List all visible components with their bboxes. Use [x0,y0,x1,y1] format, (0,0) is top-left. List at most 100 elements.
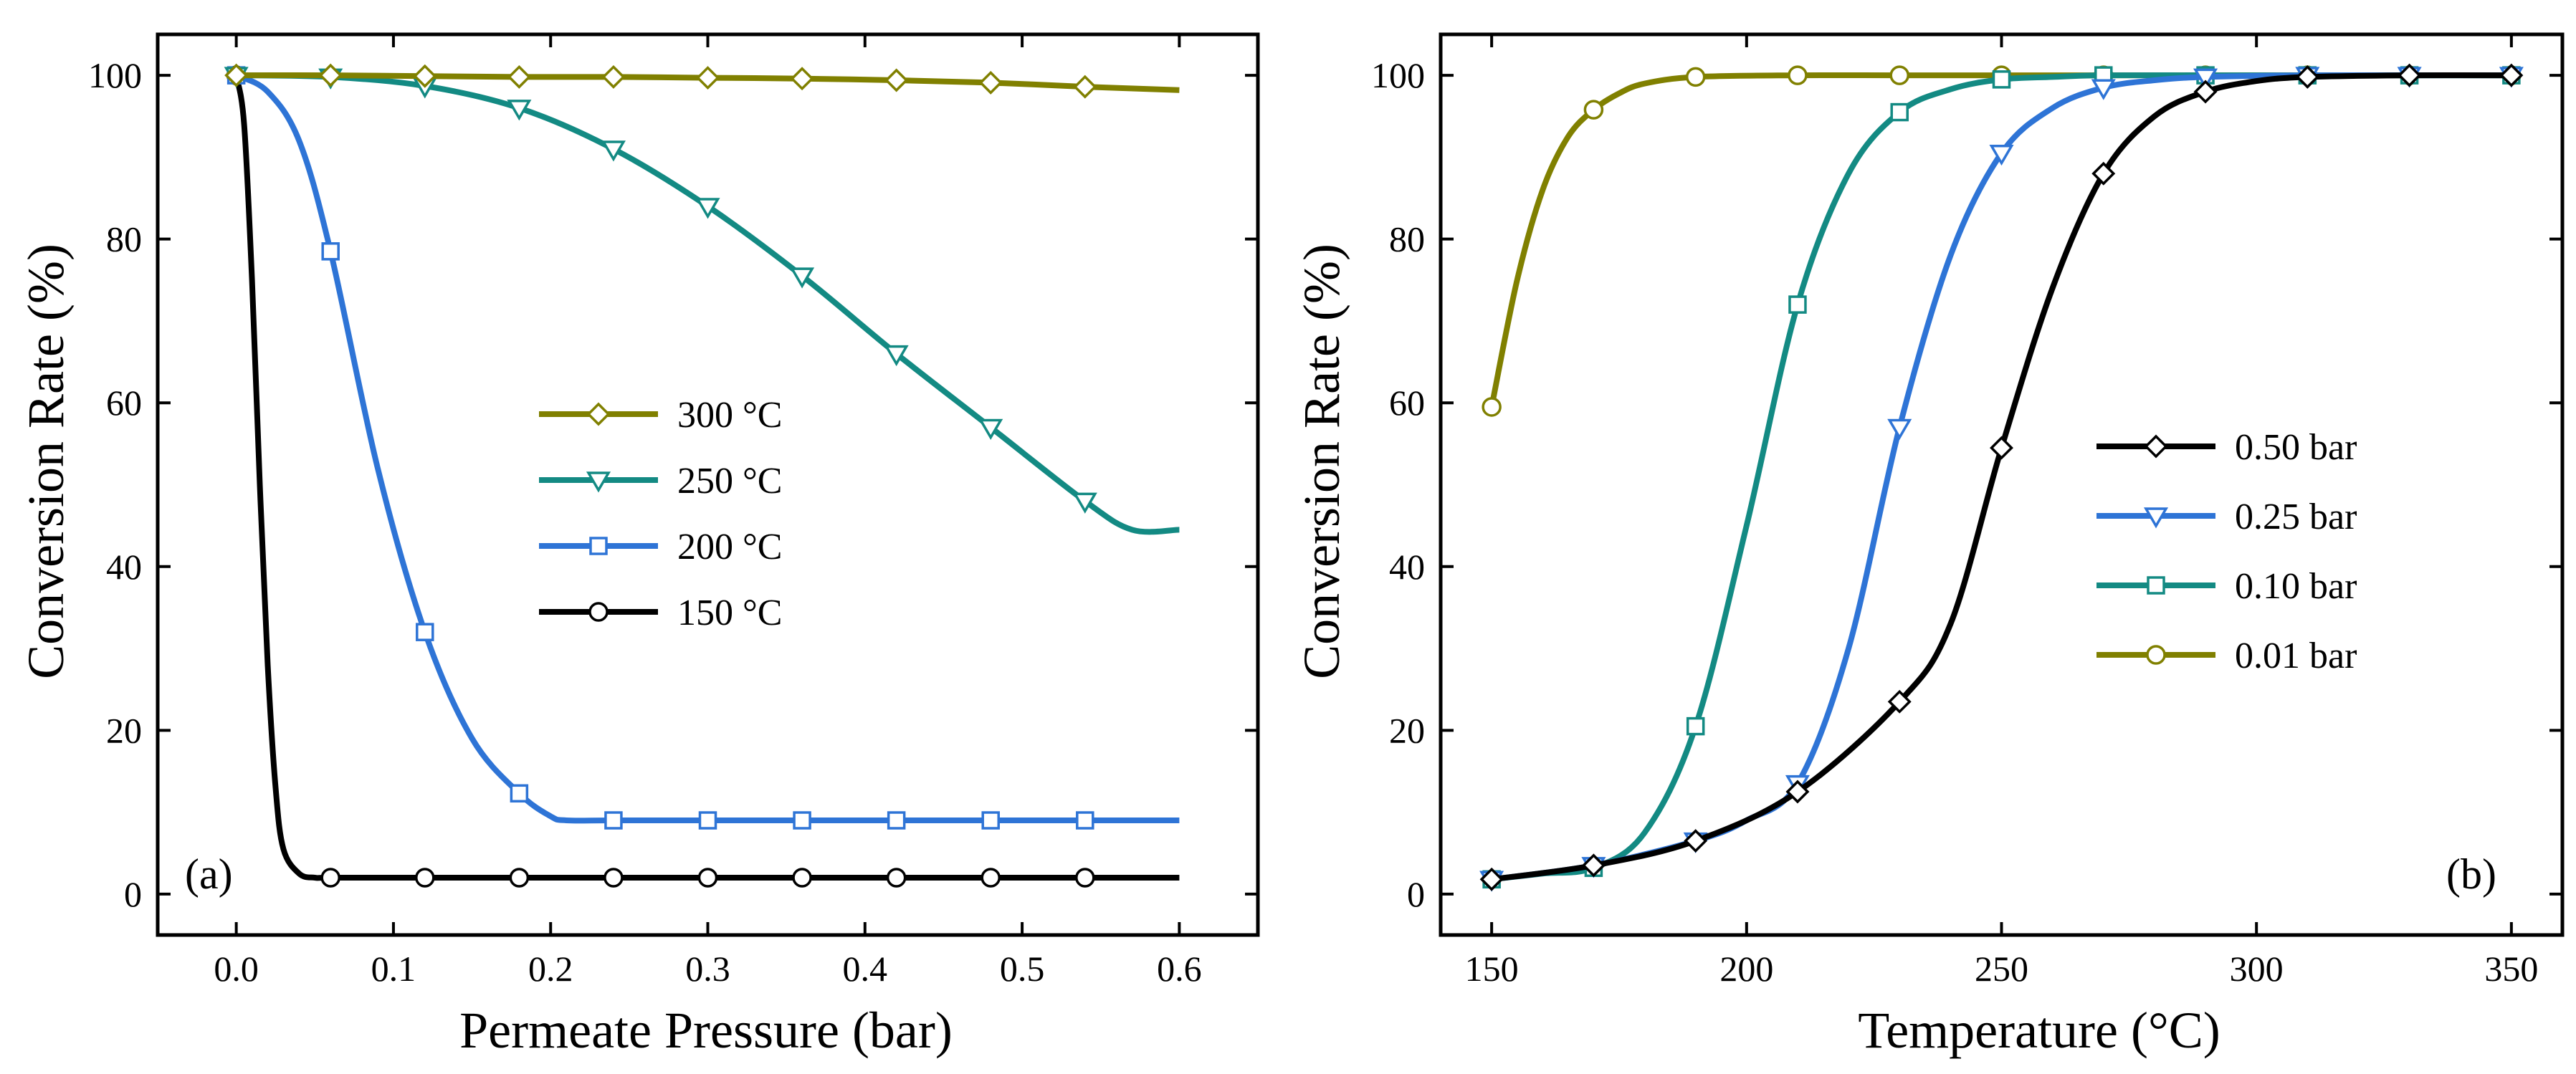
plot-area [1479,63,2524,892]
series-2-point [981,811,1000,830]
legend-marker [586,471,611,493]
y-tick-label: 100 [1371,55,1425,95]
series-0-point [318,63,343,87]
series-2-point [1890,102,1909,122]
panel-a: (a) Permeate Pressure (bar) Conversion R… [17,32,1260,1059]
y-tick-label: 60 [1389,383,1425,423]
y-tick-label: 80 [1389,219,1425,259]
series-line-1 [236,72,1180,535]
series-3-point [509,868,530,888]
panel-a-xlabel: Permeate Pressure (bar) [459,1002,953,1059]
legend-marker [589,537,608,555]
legend-label: 0.50 bar [2235,427,2357,468]
legend: 0.50 bar 0.25 bar 0.10 bar 0.01 bar [2096,427,2357,676]
series-0-point [978,70,1003,95]
series-3-point [1583,100,1604,120]
legend-marker [2143,507,2169,529]
series-2-point [1788,295,1807,314]
y-tick-label: 0 [1407,874,1425,914]
series-0-point [2193,80,2218,104]
y-tick-label: 20 [1389,710,1425,750]
legend-label: 250 °C [677,461,782,502]
legend-label: 0.01 bar [2235,636,2357,676]
x-tick-label: 0.6 [1157,949,1202,989]
series-0-point [1581,853,1606,878]
series-3-point [1685,67,1706,87]
series-2-point [510,784,529,803]
series-1-point [884,345,909,367]
series-3-point [1788,65,1808,85]
plot-frame [1439,32,2565,937]
series-3-point [886,868,907,888]
series-0-point [2295,64,2319,89]
series-line-2 [234,72,1180,824]
series-0-point [884,68,909,92]
series-0-point [2091,161,2116,186]
series-2-point [698,811,717,830]
x-tick-label: 300 [2230,949,2284,989]
legend-marker [2147,576,2165,595]
legend-label: 200 °C [677,527,782,567]
series-0-point [1990,436,2013,460]
series-0-point [224,63,249,87]
panel-b-xlabel: Temperature (°C) [1858,1002,2220,1059]
series-2-point [1992,70,2011,89]
series-3-point [415,868,435,888]
series-2-point [1076,811,1094,830]
series-1-point [601,140,626,162]
series-0-point [790,67,814,91]
x-tick-label: 0.3 [685,949,730,989]
y-tick-label: 60 [106,383,142,423]
x-tick-label: 0.2 [528,949,573,989]
series-1-point [507,100,532,121]
series-0-point [413,64,437,88]
series-1-point [1887,418,1912,440]
legend-label: 300 °C [677,395,782,436]
y-tick-label: 0 [124,874,142,914]
series-line-0 [1491,72,2511,883]
series-0-point [2398,63,2422,87]
x-tick-label: 0.0 [214,949,259,989]
series-line-3 [1489,72,2511,408]
y-tick-label: 40 [106,547,142,587]
series-3-point [320,868,340,888]
series-0-point [1887,689,1912,714]
legend-marker [2146,645,2166,665]
series-1-point [1989,144,2014,166]
plot-area [224,63,1180,888]
series-2-point [793,811,811,830]
series-1-point [695,198,720,219]
series-2-point [321,242,340,261]
legend-label: 0.25 bar [2235,497,2357,537]
y-tick-label: 80 [106,219,142,259]
series-3-point [1075,868,1095,888]
panel-a-label: (a) [185,850,233,898]
panel-b-label: (b) [2446,850,2496,898]
x-tick-label: 200 [1719,949,1773,989]
series-0-point [696,66,720,90]
legend-label: 0.10 bar [2235,566,2357,607]
series-3-point [981,868,1001,888]
panel-b: (b) Temperature (°C) Conversion Rate (%)… [1293,32,2565,1059]
y-tick-label: 20 [106,710,142,750]
x-tick-label: 350 [2484,949,2538,989]
legend-marker [588,602,609,622]
series-3-point [1889,65,1909,85]
panel-b-ylabel: Conversion Rate (%) [1293,244,1350,679]
series-0-point [1073,75,1097,99]
series-3-point [792,868,812,888]
x-tick-label: 0.4 [843,949,888,989]
series-1-point [790,267,815,289]
series-1-point [1072,492,1097,514]
y-tick-label: 40 [1389,547,1425,587]
legend: 300 °C 250 °C 200 °C 150 °C [539,395,782,633]
x-tick-label: 250 [1975,949,2028,989]
series-0-point [1684,829,1708,853]
series-0-point [1479,867,1504,891]
series-2-point [1686,716,1705,736]
series-0-point [2499,63,2524,87]
legend-marker [586,402,611,426]
series-0-point [1785,780,1810,804]
series-2-point [416,623,434,641]
